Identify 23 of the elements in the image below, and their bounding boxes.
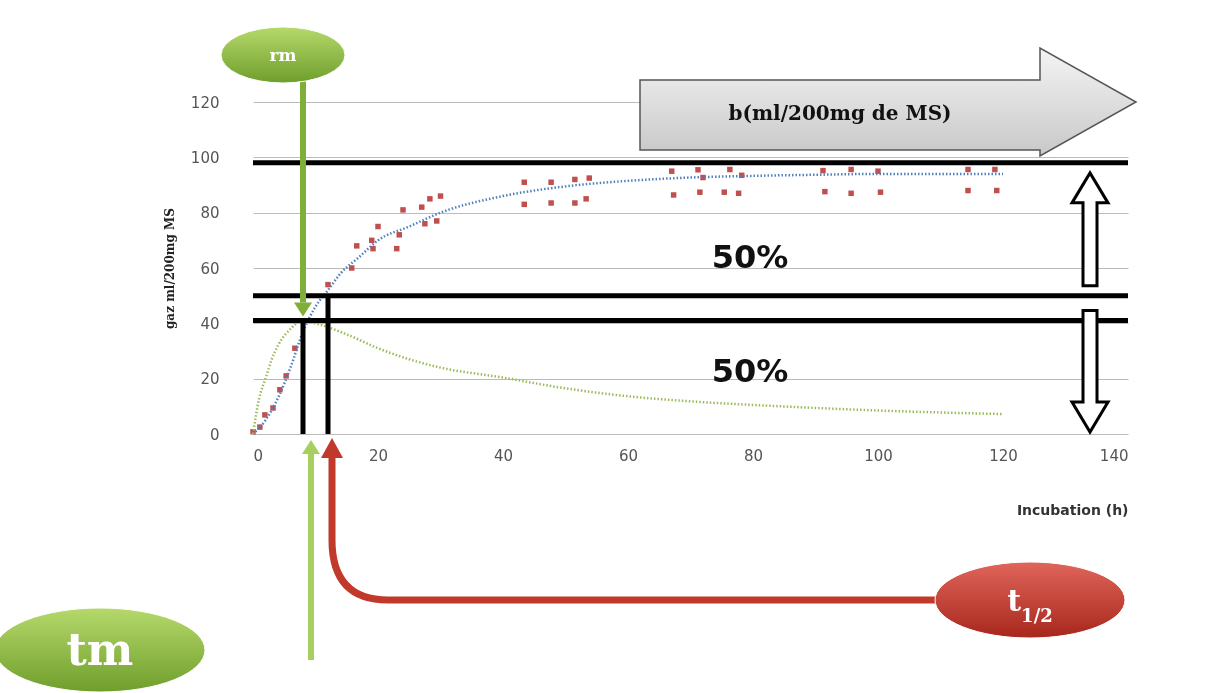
x-tick-label: 20 — [368, 446, 389, 465]
x-tick-label: 80 — [743, 446, 764, 465]
x-tick-label: 0 — [253, 446, 264, 465]
y-tick-label: 100 — [190, 148, 220, 167]
text: rm — [269, 44, 297, 65]
x-tick-label: 40 — [493, 446, 514, 465]
y-axis-title: gaz ml/200mg MS — [162, 207, 177, 330]
x-tick-label: 120 — [989, 446, 1018, 465]
x-tick-label: 60 — [618, 446, 639, 465]
y-tick-label: 20 — [200, 370, 220, 389]
y-tick-label: 120 — [190, 93, 220, 112]
x-axis-title: Incubation (h) — [1016, 501, 1129, 518]
x-tick-label: 140 — [1099, 446, 1129, 465]
y-tick-label: 60 — [200, 259, 220, 278]
text: t$_{1/2}$ — [1007, 582, 1053, 625]
y-tick-label: 80 — [200, 204, 220, 223]
y-tick-label: 0 — [209, 425, 220, 444]
annotation: 50% — [711, 352, 789, 390]
y-tick-label: 40 — [200, 314, 220, 333]
text: tm — [66, 624, 134, 676]
annotation: b(ml/200mg de MS) — [728, 101, 952, 125]
annotation: 50% — [711, 238, 789, 276]
x-tick-label: 100 — [864, 446, 893, 465]
